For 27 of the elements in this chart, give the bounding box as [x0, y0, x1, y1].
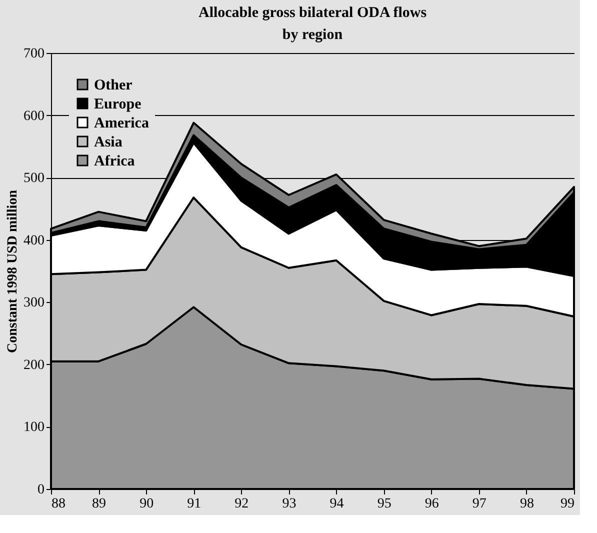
- x-tick-label: 89: [92, 496, 106, 512]
- x-tick-label: 96: [424, 496, 439, 512]
- x-tick-label: 91: [187, 496, 202, 512]
- legend-label: Europe: [94, 96, 142, 112]
- x-tick-label: 98: [520, 496, 534, 512]
- x-tick-label: 92: [234, 496, 249, 512]
- legend-label: America: [94, 116, 150, 132]
- x-tick-label: 95: [377, 496, 392, 512]
- y-tick-label: 0: [38, 482, 44, 498]
- y-tick-label: 400: [24, 233, 44, 248]
- legend-label: Africa: [94, 154, 136, 170]
- y-tick-label: 100: [24, 420, 44, 436]
- y-axis-title: Constant 1998 USD million: [6, 190, 20, 353]
- y-tick-label: 200: [24, 358, 44, 373]
- y-tick-label: 700: [24, 46, 44, 62]
- chart-title: Allocable gross bilateral ODA flows by region: [198, 5, 427, 43]
- x-tick-label: 93: [282, 496, 296, 512]
- y-tick-label: 300: [24, 296, 44, 311]
- x-tick-label: 99: [560, 496, 574, 512]
- x-tick-label: 97: [472, 496, 486, 512]
- y-tick-label: 600: [24, 108, 44, 124]
- x-tick-label: 94: [330, 496, 344, 512]
- legend-label: Other: [94, 78, 133, 94]
- x-tick-label: 90: [140, 496, 154, 512]
- legend-label: Asia: [94, 134, 123, 150]
- x-tick-label: 88: [52, 496, 66, 512]
- y-tick-label: 500: [24, 171, 44, 186]
